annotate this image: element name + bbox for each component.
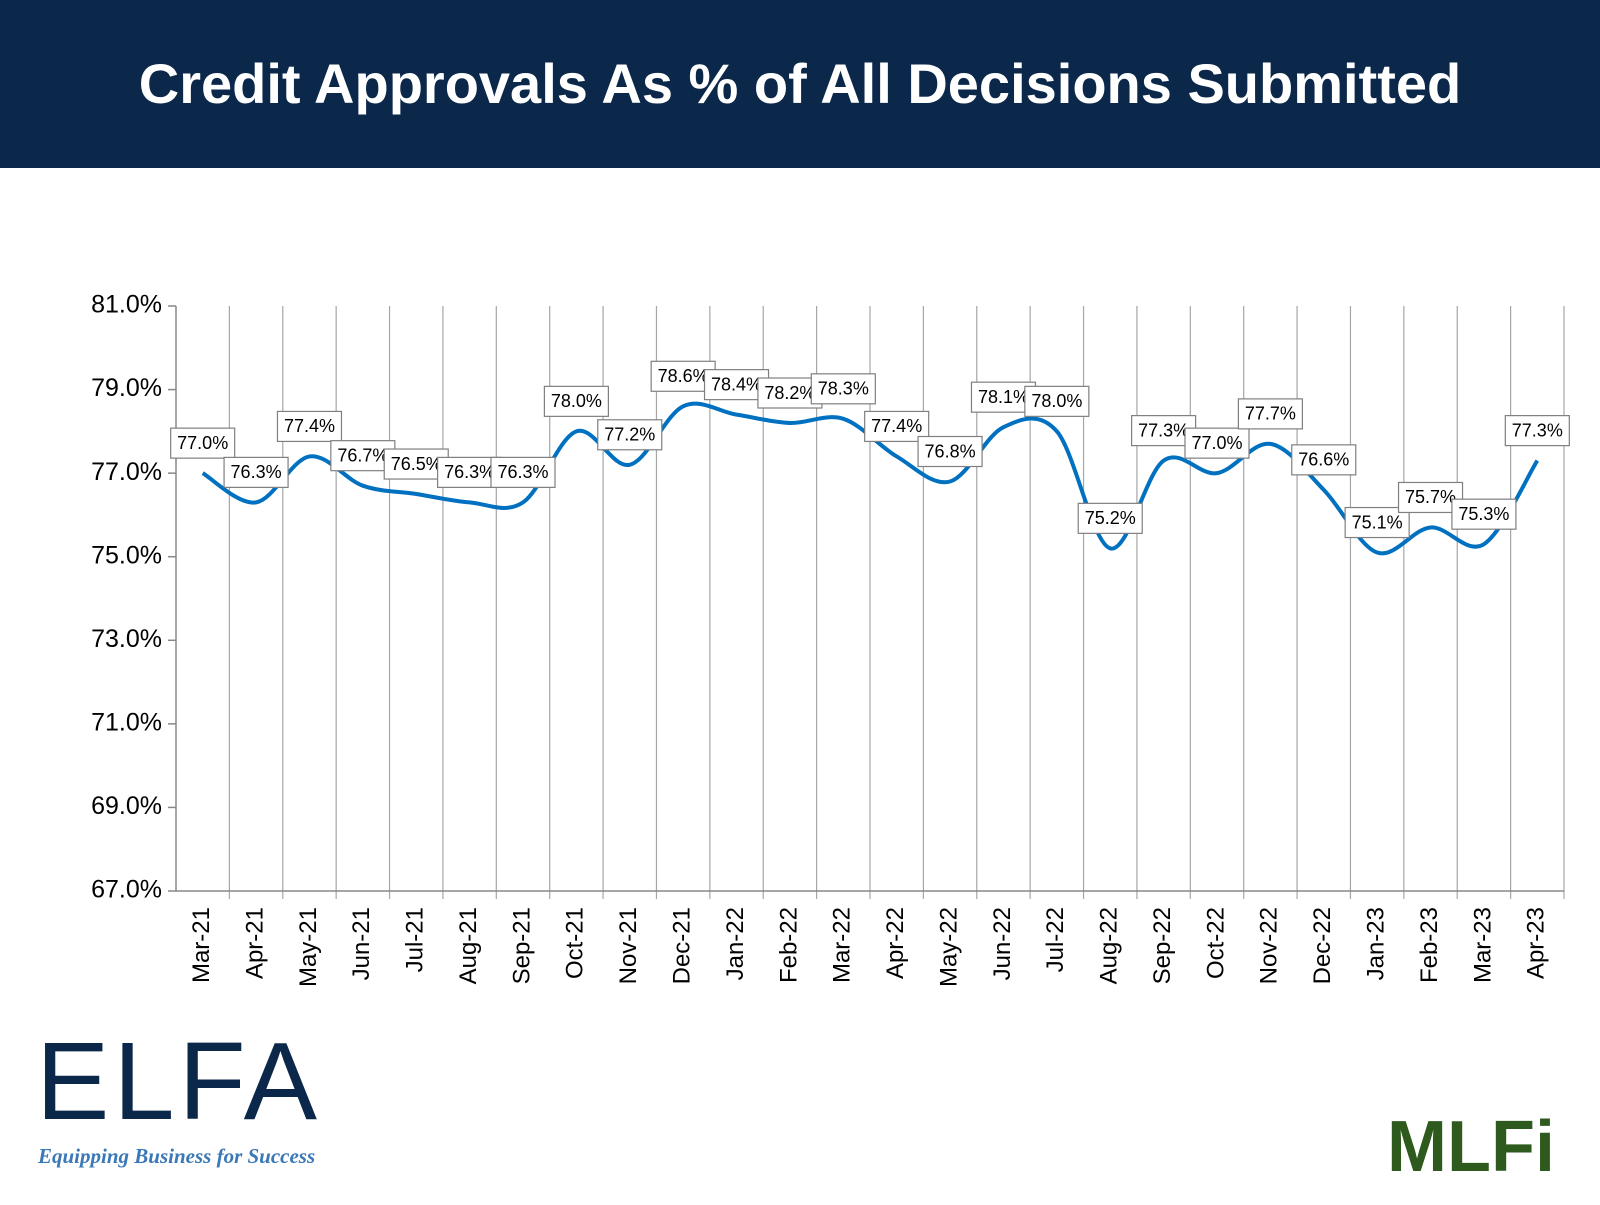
elfa-tagline: Equipping Business for Success — [37, 1144, 315, 1168]
data-label-box — [223, 456, 289, 488]
data-label: 76.3% — [444, 462, 495, 482]
data-label: 77.7% — [1245, 404, 1296, 424]
data-label: 78.6% — [658, 366, 709, 386]
x-tick-label: Mar-22 — [829, 907, 856, 983]
x-tick-label: Apr-22 — [882, 907, 909, 979]
x-tick-label: Nov-21 — [615, 907, 642, 984]
y-tick-label: 71.0% — [91, 708, 162, 736]
data-label: 75.2% — [1085, 508, 1136, 528]
x-tick-label: Oct-22 — [1202, 907, 1229, 979]
x-tick-label: Nov-22 — [1256, 907, 1283, 984]
x-tick-label: Jun-22 — [989, 907, 1016, 980]
x-tick-label: Feb-22 — [775, 907, 802, 983]
x-tick-label: Mar-21 — [188, 907, 215, 983]
data-label: 75.1% — [1352, 512, 1403, 532]
y-tick-label: 81.0% — [91, 291, 162, 319]
x-tick-label: Dec-22 — [1309, 907, 1336, 984]
x-tick-label: Dec-21 — [668, 907, 695, 984]
data-label-box — [543, 385, 609, 417]
data-label-box — [917, 435, 983, 468]
x-tick-label: Sep-21 — [508, 907, 535, 984]
data-label: 78.0% — [551, 391, 602, 411]
data-label-box — [276, 410, 343, 443]
data-label: 75.3% — [1458, 504, 1509, 524]
data-label: 77.0% — [1191, 433, 1242, 453]
data-label: 78.2% — [764, 383, 815, 403]
x-tick-label: May-22 — [935, 907, 962, 987]
data-label: 77.4% — [284, 416, 335, 436]
y-tick-label: 67.0% — [91, 876, 162, 904]
elfa-logo: ELFA — [36, 1020, 321, 1143]
data-label: 77.3% — [1512, 420, 1563, 440]
data-label: 78.4% — [711, 374, 762, 394]
data-label: 75.7% — [1405, 487, 1456, 507]
data-label-box — [1237, 398, 1303, 430]
x-tick-label: Aug-21 — [455, 907, 482, 984]
x-tick-label: Jul-21 — [402, 907, 429, 972]
data-label: 77.3% — [1138, 420, 1189, 440]
x-tick-label: Mar-23 — [1469, 907, 1496, 983]
data-label: 77.4% — [871, 416, 922, 436]
data-label-box — [1024, 385, 1090, 417]
header-band — [0, 0, 1600, 168]
mlfi-logo: MLFi — [1387, 1107, 1555, 1187]
data-label: 77.2% — [604, 425, 655, 445]
x-tick-label: Aug-22 — [1096, 907, 1123, 984]
data-label: 76.3% — [497, 462, 548, 482]
y-tick-label: 69.0% — [91, 792, 162, 820]
data-label: 76.3% — [231, 462, 282, 482]
y-tick-label: 79.0% — [91, 374, 162, 402]
x-tick-label: Jul-22 — [1042, 907, 1069, 972]
chart-title: Credit Approvals As % of All Decisions S… — [139, 52, 1461, 115]
data-label: 76.6% — [1298, 450, 1349, 470]
data-label: 78.0% — [1031, 391, 1082, 411]
data-label: 78.3% — [818, 379, 869, 399]
x-tick-label: Oct-21 — [562, 907, 589, 979]
data-label-box — [1504, 415, 1570, 447]
y-tick-label: 77.0% — [91, 458, 162, 486]
data-label: 77.0% — [177, 433, 228, 453]
data-label: 76.5% — [391, 454, 442, 474]
data-label-box — [597, 419, 663, 451]
y-tick-label: 75.0% — [91, 541, 162, 569]
data-label-box — [1291, 444, 1357, 476]
data-label-box — [1451, 498, 1517, 530]
x-tick-label: Apr-21 — [241, 907, 268, 979]
y-tick-label: 73.0% — [91, 625, 162, 653]
x-tick-label: Jan-22 — [722, 907, 749, 980]
x-tick-label: Feb-23 — [1416, 907, 1443, 983]
data-line — [201, 401, 1540, 556]
x-tick-label: Jan-23 — [1362, 907, 1389, 980]
data-label-box — [1077, 502, 1143, 534]
data-label-box — [490, 456, 556, 488]
data-label-box — [170, 427, 236, 459]
data-label-box — [810, 373, 876, 405]
x-tick-label: Apr-23 — [1523, 907, 1550, 979]
data-label: 76.7% — [337, 445, 388, 465]
data-label: 78.1% — [978, 387, 1029, 407]
x-tick-label: Jun-21 — [348, 907, 375, 980]
data-label: 76.8% — [925, 441, 976, 461]
x-tick-label: Sep-22 — [1149, 907, 1176, 984]
x-tick-label: May-21 — [295, 907, 322, 987]
data-label-box — [1184, 427, 1250, 459]
